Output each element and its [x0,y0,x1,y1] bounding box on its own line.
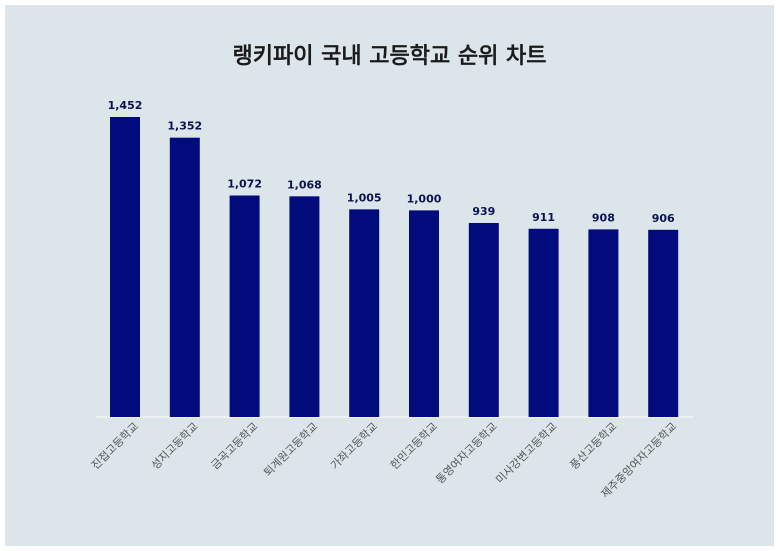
data-label: 1,000 [407,192,442,205]
x-tick-label: 성지고등학교 [149,420,201,472]
data-label: 908 [592,211,615,224]
data-label: 1,452 [108,99,143,112]
data-label: 1,068 [287,178,322,191]
data-label: 906 [652,212,675,225]
x-tick-label: 금곡고등학교 [209,420,261,472]
bar [289,196,320,417]
x-tick-label: 가좌고등학교 [328,420,380,472]
bar [110,117,140,417]
x-tick-label: 미사강변고등학교 [493,420,559,486]
bar [528,228,559,417]
x-tick-label: 퇴계원고등학교 [261,420,320,479]
x-tick-label: 통영여자고등학교 [433,420,499,486]
data-label: 1,072 [227,178,262,191]
chart-title: 랭키파이 국내 고등학교 순위 차트 [232,44,547,69]
bar [349,209,380,417]
bar [409,210,439,417]
data-label: 911 [532,211,555,224]
data-label: 1,352 [167,120,202,133]
x-tick-label: 한민고등학교 [388,420,440,472]
x-tick-label: 진접고등학교 [89,420,141,472]
bar [648,229,679,417]
bar [588,229,619,417]
x-tick-label: 풍산고등학교 [567,420,619,472]
data-label: 1,005 [347,191,382,204]
data-label: 939 [472,205,495,218]
bar [229,195,260,417]
bar [169,137,200,417]
bar [468,222,499,417]
